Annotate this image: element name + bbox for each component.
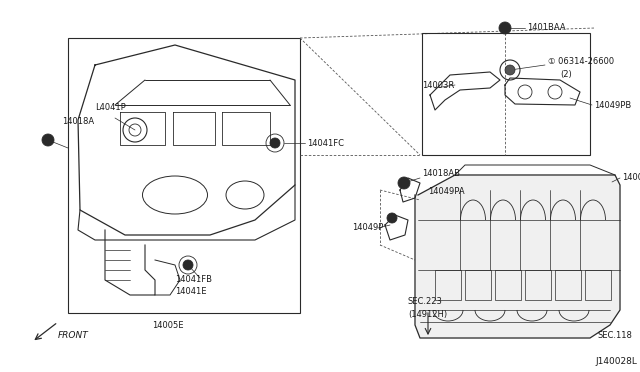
Circle shape bbox=[499, 22, 511, 34]
Text: 14003R: 14003R bbox=[422, 80, 454, 90]
Text: 14005E: 14005E bbox=[152, 321, 184, 330]
Polygon shape bbox=[415, 175, 620, 338]
Text: (2): (2) bbox=[560, 71, 572, 80]
Circle shape bbox=[270, 138, 280, 148]
Bar bbox=[585, 270, 611, 300]
Bar bbox=[465, 270, 491, 300]
Text: 14049PA: 14049PA bbox=[428, 187, 465, 196]
Text: SEC.118: SEC.118 bbox=[598, 330, 633, 340]
Text: 14018A: 14018A bbox=[62, 118, 94, 126]
Text: 14041FC: 14041FC bbox=[307, 138, 344, 148]
Text: ① 06314-26600: ① 06314-26600 bbox=[548, 58, 614, 67]
Bar bbox=[68, 38, 300, 313]
Text: J140028L: J140028L bbox=[595, 357, 637, 366]
Bar bbox=[422, 33, 590, 155]
Text: FRONT: FRONT bbox=[58, 330, 89, 340]
Text: 14018AB: 14018AB bbox=[422, 170, 460, 179]
Circle shape bbox=[398, 177, 410, 189]
Text: 14001: 14001 bbox=[622, 173, 640, 183]
Text: 14041E: 14041E bbox=[175, 288, 207, 296]
Circle shape bbox=[42, 134, 54, 146]
Bar bbox=[525, 270, 551, 300]
Circle shape bbox=[505, 65, 515, 75]
Text: 14041FB: 14041FB bbox=[175, 276, 212, 285]
Text: (14912H): (14912H) bbox=[408, 310, 447, 318]
Circle shape bbox=[183, 260, 193, 270]
Circle shape bbox=[387, 213, 397, 223]
Text: SEC.223: SEC.223 bbox=[408, 298, 443, 307]
Bar bbox=[555, 270, 581, 300]
Text: L4041P: L4041P bbox=[95, 103, 125, 112]
Bar bbox=[435, 270, 461, 300]
Bar bbox=[495, 270, 521, 300]
Text: N: N bbox=[508, 67, 513, 73]
Text: 14049PB: 14049PB bbox=[594, 100, 631, 109]
Text: 14049P: 14049P bbox=[352, 224, 383, 232]
Text: 1401BAA: 1401BAA bbox=[527, 23, 566, 32]
